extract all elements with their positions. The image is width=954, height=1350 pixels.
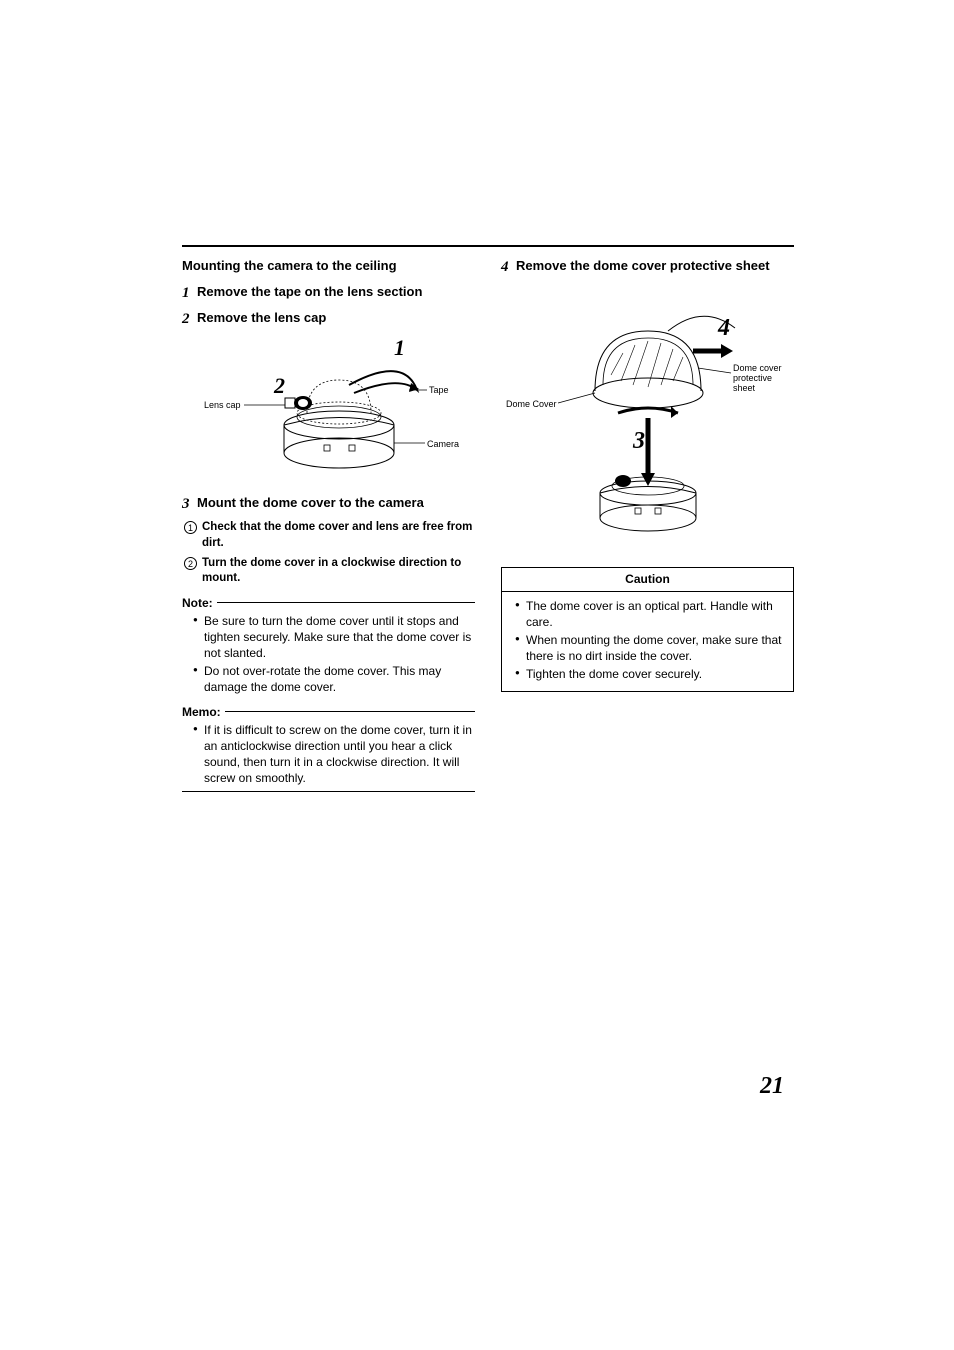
substep-2-num: 2: [184, 557, 197, 570]
step-2-num: 2: [182, 309, 192, 329]
substep-1-text: Check that the dome cover and lens are f…: [202, 520, 475, 551]
manual-page: Mounting the camera to the ceiling 1 Rem…: [0, 0, 954, 1350]
note-item: Do not over-rotate the dome cover. This …: [182, 663, 475, 695]
caution-item: Tighten the dome cover securely.: [504, 666, 787, 682]
note-list: Be sure to turn the dome cover until it …: [182, 613, 475, 696]
caution-box: Caution The dome cover is an optical par…: [501, 567, 794, 691]
fig2-sheet-label-1: Dome cover: [733, 363, 782, 373]
substep-2-text: Turn the dome cover in a clockwise direc…: [202, 556, 475, 587]
step-3: 3 Mount the dome cover to the camera: [182, 494, 475, 514]
caution-list: The dome cover is an optical part. Handl…: [504, 598, 787, 683]
substep-1-num: 1: [184, 521, 197, 534]
step-1-text: Remove the tape on the lens section: [197, 283, 475, 303]
top-rule: [182, 245, 794, 247]
fig1-num-2: 2: [273, 373, 285, 398]
section-title: Mounting the camera to the ceiling: [182, 257, 475, 275]
step-2-text: Remove the lens cap: [197, 309, 475, 329]
left-column: Mounting the camera to the ceiling 1 Rem…: [182, 253, 475, 792]
fig1-tape-label: Tape: [429, 385, 449, 395]
fig2-num-4: 4: [717, 315, 730, 341]
note-label: Note:: [182, 595, 213, 611]
step-2: 2 Remove the lens cap: [182, 309, 475, 329]
caution-item: When mounting the dome cover, make sure …: [504, 632, 787, 664]
substep-1: 1 Check that the dome cover and lens are…: [182, 520, 475, 551]
fig2-sheet-label-3: sheet: [733, 383, 756, 393]
note-item: Be sure to turn the dome cover until it …: [182, 613, 475, 662]
memo-heading: Memo:: [182, 704, 475, 720]
note-heading: Note:: [182, 595, 475, 611]
step-1-num: 1: [182, 283, 192, 303]
step-3-num: 3: [182, 494, 192, 514]
step-4-num: 4: [501, 257, 511, 277]
figure-1: Lens cap Tape Camera 1 2: [182, 335, 475, 484]
figure-2: Dome Cover Dome cover protective sheet 3…: [501, 283, 794, 547]
two-column-layout: Mounting the camera to the ceiling 1 Rem…: [182, 253, 794, 792]
fig1-num-1: 1: [394, 335, 405, 360]
step-1: 1 Remove the tape on the lens section: [182, 283, 475, 303]
memo-foot-rule: [182, 791, 475, 792]
fig2-dome-cover-label: Dome Cover: [506, 399, 557, 409]
fig2-sheet-label-2: protective: [733, 373, 772, 383]
fig1-camera-label: Camera: [427, 439, 459, 449]
substep-2: 2 Turn the dome cover in a clockwise dir…: [182, 556, 475, 587]
caution-item: The dome cover is an optical part. Handl…: [504, 598, 787, 630]
step-4-text: Remove the dome cover protective sheet: [516, 257, 794, 277]
fig1-lens-cap-label: Lens cap: [204, 400, 241, 410]
memo-list: If it is difficult to screw on the dome …: [182, 722, 475, 787]
caution-title: Caution: [502, 568, 793, 591]
memo-item: If it is difficult to screw on the dome …: [182, 722, 475, 787]
right-column: 4 Remove the dome cover protective sheet: [501, 253, 794, 792]
step-4: 4 Remove the dome cover protective sheet: [501, 257, 794, 277]
fig2-num-3: 3: [632, 428, 645, 454]
page-number: 21: [760, 1073, 784, 1100]
caution-body: The dome cover is an optical part. Handl…: [502, 592, 793, 691]
memo-label: Memo:: [182, 704, 221, 720]
step-3-text: Mount the dome cover to the camera: [197, 494, 475, 514]
